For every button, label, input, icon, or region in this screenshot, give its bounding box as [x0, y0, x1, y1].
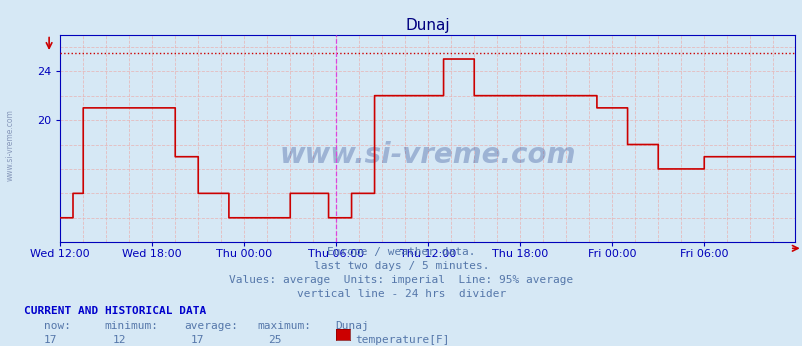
Title: Dunaj: Dunaj — [405, 18, 449, 34]
Text: maximum:: maximum: — [257, 321, 310, 331]
Text: 25: 25 — [268, 335, 282, 345]
Text: 17: 17 — [191, 335, 205, 345]
Text: CURRENT AND HISTORICAL DATA: CURRENT AND HISTORICAL DATA — [24, 306, 206, 316]
Text: 17: 17 — [44, 335, 58, 345]
Text: minimum:: minimum: — [104, 321, 158, 331]
Text: temperature[F]: temperature[F] — [354, 335, 449, 345]
Text: Values: average  Units: imperial  Line: 95% average: Values: average Units: imperial Line: 95… — [229, 275, 573, 285]
Text: last two days / 5 minutes.: last two days / 5 minutes. — [314, 261, 488, 271]
Text: www.si-vreme.com: www.si-vreme.com — [279, 141, 575, 169]
Text: Dunaj: Dunaj — [335, 321, 369, 331]
Text: 12: 12 — [112, 335, 126, 345]
Text: now:: now: — [44, 321, 71, 331]
Text: average:: average: — [184, 321, 238, 331]
Text: Europe / weather data.: Europe / weather data. — [327, 247, 475, 257]
Text: vertical line - 24 hrs  divider: vertical line - 24 hrs divider — [297, 289, 505, 299]
Text: www.si-vreme.com: www.si-vreme.com — [6, 109, 15, 181]
